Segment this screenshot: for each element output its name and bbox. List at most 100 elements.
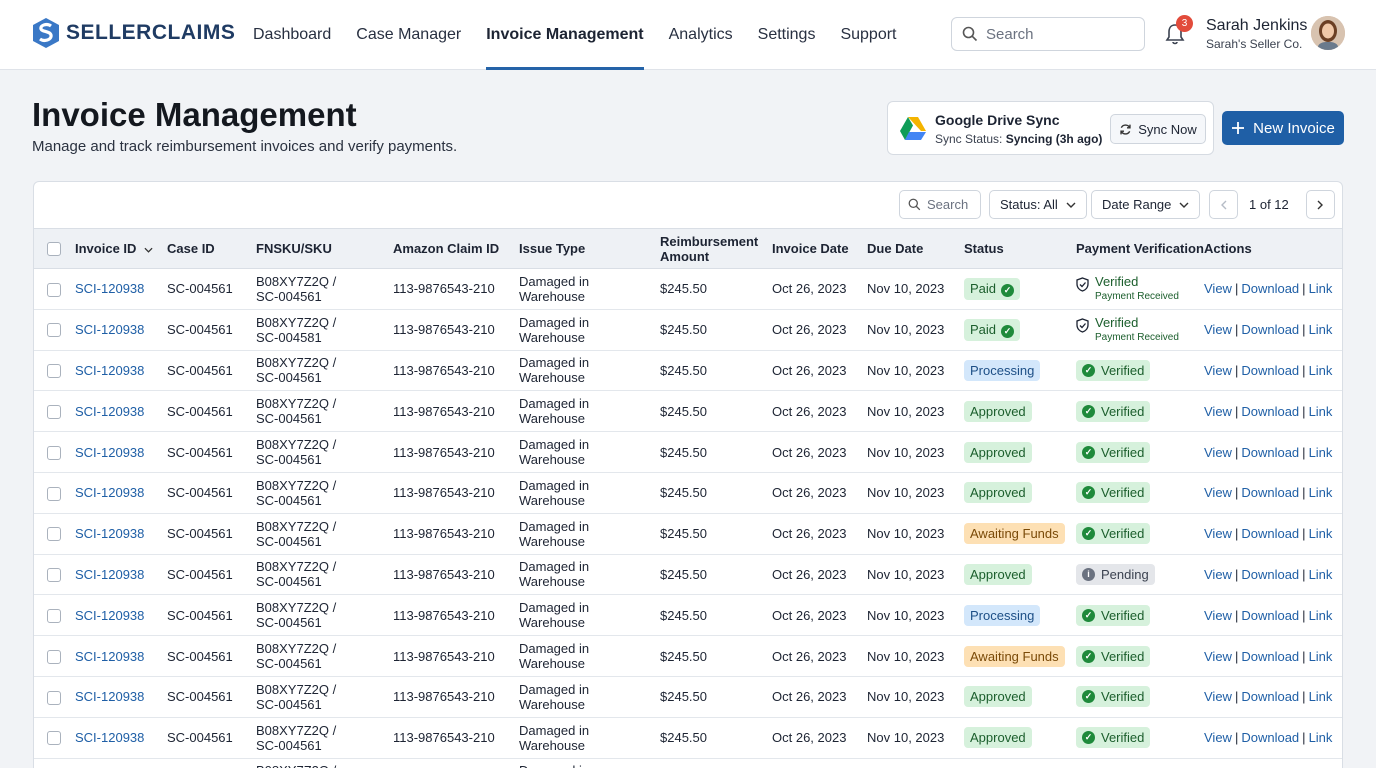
sync-now-button[interactable]: Sync Now xyxy=(1110,114,1206,144)
download-link[interactable]: Download xyxy=(1241,362,1300,378)
new-invoice-button[interactable]: New Invoice xyxy=(1222,111,1344,145)
invoice-id-link[interactable]: SCI-120938 xyxy=(75,607,145,623)
download-link[interactable]: Download xyxy=(1241,403,1300,419)
nav-analytics[interactable]: Analytics xyxy=(668,26,733,43)
nav-case-manager[interactable]: Case Manager xyxy=(356,26,462,43)
status-badge: Approved xyxy=(964,400,1032,422)
nav-support[interactable]: Support xyxy=(840,26,897,43)
view-link[interactable]: View xyxy=(1204,648,1232,664)
check-circle-icon: ✓ xyxy=(1082,445,1095,459)
user-name: Sarah Jenkins xyxy=(1206,17,1308,34)
col-invoice-id[interactable]: Invoice ID xyxy=(75,228,167,269)
invoice-id-link[interactable]: SCI-120938 xyxy=(75,566,145,582)
link-link[interactable]: Link xyxy=(1308,485,1333,501)
download-link[interactable]: Download xyxy=(1241,444,1300,460)
user-avatar[interactable] xyxy=(1311,16,1345,50)
case-id: SC-004561 xyxy=(167,281,233,297)
view-link[interactable]: View xyxy=(1204,730,1232,746)
status-cell: Awaiting Funds xyxy=(964,513,1076,554)
download-link[interactable]: Download xyxy=(1241,648,1300,664)
view-link[interactable]: View xyxy=(1204,403,1232,419)
invoice-id-link[interactable]: SCI-120938 xyxy=(75,362,145,378)
row-checkbox[interactable] xyxy=(47,445,61,460)
global-search-input[interactable] xyxy=(986,25,1126,43)
invoice-id-link[interactable]: SCI-120938 xyxy=(75,526,145,542)
download-link[interactable]: Download xyxy=(1241,322,1300,338)
fnsku-sku: B08XY7Z2Q /SC-004561 xyxy=(256,437,337,468)
download-link[interactable]: Download xyxy=(1241,566,1300,582)
link-link[interactable]: Link xyxy=(1308,281,1333,297)
view-link[interactable]: View xyxy=(1204,281,1232,297)
row-checkbox[interactable] xyxy=(47,568,61,583)
download-link[interactable]: Download xyxy=(1241,485,1300,501)
case-id: SC-004561 xyxy=(167,689,233,705)
link-link[interactable]: Link xyxy=(1308,607,1333,623)
invoice-id-link[interactable]: SCI-120938 xyxy=(75,281,145,297)
link-link[interactable]: Link xyxy=(1308,689,1333,705)
row-checkbox[interactable] xyxy=(47,405,61,420)
link-link[interactable]: Link xyxy=(1308,403,1333,419)
invoice-id-link[interactable]: SCI-120938 xyxy=(75,648,145,664)
link-link[interactable]: Link xyxy=(1308,566,1333,582)
view-link[interactable]: View xyxy=(1204,526,1232,542)
row-checkbox[interactable] xyxy=(47,609,61,624)
date-range-dropdown[interactable]: Date Range xyxy=(1091,190,1201,219)
view-link[interactable]: View xyxy=(1204,566,1232,582)
next-page-button[interactable] xyxy=(1306,190,1335,219)
fnsku-sku: B08XY7Z2Q / SC-004581 xyxy=(256,314,337,345)
payment-status-text: Verified xyxy=(1101,485,1145,501)
status-badge: Approved xyxy=(964,482,1032,504)
select-all-checkbox[interactable] xyxy=(47,242,61,257)
link-link[interactable]: Link xyxy=(1308,648,1333,664)
nav-invoice-management[interactable]: Invoice Management xyxy=(486,0,644,70)
col-fnsku: FNSKU/SKU xyxy=(256,228,393,269)
payment-cell: i Pending xyxy=(1076,554,1204,595)
invoice-id-link[interactable]: SCI-120938 xyxy=(75,730,145,746)
user-info[interactable]: Sarah Jenkins Sarah's Seller Co. xyxy=(1206,17,1307,51)
invoice-id-link[interactable]: SCI-120938 xyxy=(75,444,145,460)
page-indicator: 1 of 12 xyxy=(1249,197,1289,212)
invoice-id-link[interactable]: SCI-120938 xyxy=(75,322,145,338)
row-checkbox[interactable] xyxy=(47,731,61,746)
prev-page-button[interactable] xyxy=(1209,190,1238,219)
due-date: Nov 10, 2023 xyxy=(867,444,945,460)
download-link[interactable]: Download xyxy=(1241,730,1300,746)
invoice-id-link[interactable]: SCI-120938 xyxy=(75,689,145,705)
view-link[interactable]: View xyxy=(1204,485,1232,501)
status-filter-dropdown[interactable]: Status: All xyxy=(989,190,1087,219)
table-search-input[interactable] xyxy=(927,197,977,212)
download-link[interactable]: Download xyxy=(1241,281,1300,297)
link-link[interactable]: Link xyxy=(1308,444,1333,460)
download-link[interactable]: Download xyxy=(1241,689,1300,705)
link-link[interactable]: Link xyxy=(1308,526,1333,542)
action-separator: | xyxy=(1302,648,1306,664)
view-link[interactable]: View xyxy=(1204,607,1232,623)
view-link[interactable]: View xyxy=(1204,362,1232,378)
row-checkbox[interactable] xyxy=(47,527,61,542)
invoice-id-link[interactable]: SCI-120938 xyxy=(75,403,145,419)
link-link[interactable]: Link xyxy=(1308,730,1333,746)
brand-logo[interactable]: SELLERCLAIMS xyxy=(32,17,235,49)
download-link[interactable]: Download xyxy=(1241,607,1300,623)
view-link[interactable]: View xyxy=(1204,322,1232,338)
nav-dashboard[interactable]: Dashboard xyxy=(253,26,332,43)
row-checkbox[interactable] xyxy=(47,364,61,379)
row-checkbox[interactable] xyxy=(47,323,61,338)
gdrive-status-value: Syncing (3h ago) xyxy=(1005,132,1103,146)
row-checkbox[interactable] xyxy=(47,690,61,705)
row-checkbox[interactable] xyxy=(47,282,61,297)
action-separator: | xyxy=(1302,730,1306,746)
link-link[interactable]: Link xyxy=(1308,322,1333,338)
nav-settings[interactable]: Settings xyxy=(757,26,816,43)
row-checkbox[interactable] xyxy=(47,649,61,664)
view-link[interactable]: View xyxy=(1204,689,1232,705)
row-checkbox[interactable] xyxy=(47,486,61,501)
invoice-date: Oct 26, 2023 xyxy=(772,444,847,460)
amount: $245.50 xyxy=(660,758,772,768)
invoice-id-link[interactable]: SCI-120938 xyxy=(75,485,145,501)
download-link[interactable]: Download xyxy=(1241,526,1300,542)
view-link[interactable]: View xyxy=(1204,444,1232,460)
amount: $245.50 xyxy=(660,322,707,338)
status-cell: Processing xyxy=(964,595,1076,636)
link-link[interactable]: Link xyxy=(1308,362,1333,378)
